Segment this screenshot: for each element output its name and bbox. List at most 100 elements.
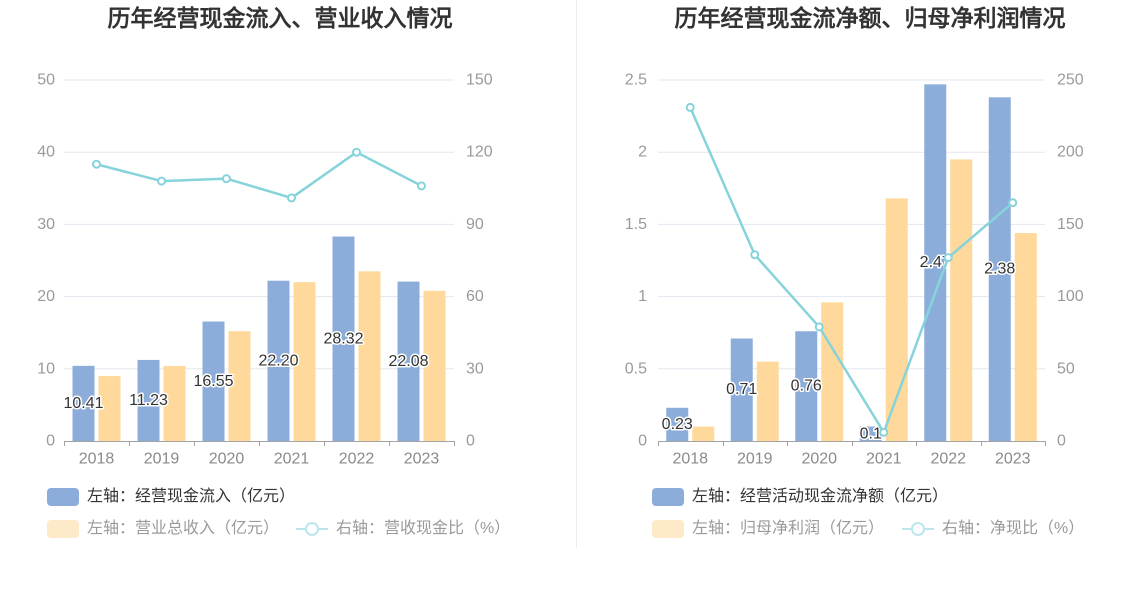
x-axis-category-label: 2019 xyxy=(737,451,773,468)
legend-item-operating-net-cash-flow[interactable]: 左轴：经营活动现金流净额（亿元） xyxy=(652,488,948,506)
operating-net-cash-flow-data-label-2023: 2.38 xyxy=(984,261,1015,278)
legend-swatch-operating-net-cash-flow xyxy=(652,488,684,506)
y-axis-left-tick-label: 50 xyxy=(37,72,55,89)
total-revenue-bar-2023 xyxy=(423,290,446,441)
y-axis-right-tick-label: 0 xyxy=(466,433,475,450)
legend-label-net-profit-attributable: 左轴：归母净利润（亿元） xyxy=(692,520,885,537)
revenue-cash-ratio-point-2018 xyxy=(92,159,101,169)
operating-net-cash-flow-bar-2019 xyxy=(730,338,753,441)
legend-item-net-profit-attributable[interactable]: 左轴：归母净利润（亿元） xyxy=(652,520,884,538)
net-profit-attributable-bar-2019 xyxy=(756,361,779,441)
legend-swatch-total-revenue xyxy=(47,520,79,538)
revenue-cash-ratio-point-2022 xyxy=(352,147,361,157)
y-axis-right-tick-label: 120 xyxy=(466,144,493,161)
x-axis-category-label: 2019 xyxy=(144,451,180,468)
y-axis-right-tick-label: 90 xyxy=(466,216,484,233)
y-axis-left-tick-label: 0.5 xyxy=(625,360,647,377)
total-revenue-bar-2019 xyxy=(163,365,186,441)
y-axis-right-tick-label: 200 xyxy=(1057,144,1084,161)
x-axis-category-label: 2018 xyxy=(79,451,115,468)
legend-line-marker-icon xyxy=(296,522,328,536)
operating-cash-inflow-bar-2020 xyxy=(202,321,225,441)
net-cash-ratio-point-2021 xyxy=(879,427,889,437)
net-profit-attributable-bar-2018 xyxy=(692,426,715,441)
revenue-cash-ratio-point-2019 xyxy=(157,176,166,186)
total-revenue-bar-2020 xyxy=(228,331,251,441)
operating-cash-inflow-bar-2023 xyxy=(397,281,420,441)
operating-net-cash-flow-data-label-2020: 0.76 xyxy=(791,378,822,395)
y-axis-left-tick-label: 20 xyxy=(37,288,55,305)
legend-label-total-revenue: 左轴：营业总收入（亿元） xyxy=(87,520,280,537)
y-axis-right: 0 30 60 90 120 150 xyxy=(466,72,493,450)
net-profit-attributable-bar-2023 xyxy=(1014,233,1037,441)
operating-net-cash-flow-data-label-2021: 0.1 xyxy=(860,425,882,442)
y-axis-right-tick-label: 250 xyxy=(1057,72,1084,89)
y-axis-left-tick-label: 1 xyxy=(638,288,647,305)
y-axis-right-tick-label: 30 xyxy=(466,360,484,377)
legend-swatch-operating-cash-inflow xyxy=(47,488,79,506)
gridlines xyxy=(64,79,454,370)
x-axis-category-label: 2021 xyxy=(274,451,310,468)
x-axis: 2018 2019 2020 2021 2022 2023 xyxy=(64,441,455,468)
legend-item-revenue-cash-ratio[interactable]: 右轴：营收现金比（%） xyxy=(296,520,510,538)
y-axis-right: 0 50 100 150 200 250 xyxy=(1057,72,1084,450)
operating-cash-inflow-bar-2022 xyxy=(332,236,355,441)
y-axis-left-tick-label: 0 xyxy=(46,433,55,450)
x-axis-category-label: 2020 xyxy=(209,451,245,468)
y-axis-right-tick-label: 150 xyxy=(466,72,493,89)
total-revenue-bar-2022 xyxy=(358,271,381,441)
net-profit-attributable-bar-2020 xyxy=(821,302,844,441)
legend-label-revenue-cash-ratio: 右轴：营收现金比（%） xyxy=(336,520,511,537)
revenue-cash-ratio-line xyxy=(96,150,423,200)
x-axis-category-label: 2023 xyxy=(995,451,1031,468)
revenue-cash-ratio-point-2021 xyxy=(287,193,296,203)
x-axis-category-label: 2018 xyxy=(672,451,708,468)
operating-net-cash-flow-bar-2020 xyxy=(795,331,818,441)
gridlines xyxy=(658,79,1045,370)
y-axis-right-tick-label: 100 xyxy=(1057,288,1084,305)
chart-panel-cash-inflow-revenue: 历年经营现金流入、营业收入情况 0 10 20 30 40 50 0 30 60 90 120 150… xyxy=(37,5,510,538)
y-axis-left-tick-label: 1.5 xyxy=(625,216,647,233)
bar-series xyxy=(72,236,446,441)
operating-net-cash-flow-bar-2023 xyxy=(988,97,1011,441)
x-axis-category-label: 2022 xyxy=(930,451,966,468)
y-axis-left: 0 10 20 30 40 50 xyxy=(37,72,55,450)
net-cash-ratio-point-2022 xyxy=(943,253,953,263)
y-axis-left-tick-label: 40 xyxy=(37,144,55,161)
line-series xyxy=(92,147,426,203)
chart-panel-net-cash-flow-profit: 历年经营现金流净额、归母净利润情况 0 0.5 1 1.5 2 2.5 0 50 100 150 2… xyxy=(577,0,1148,589)
y-axis-right-tick-label: 50 xyxy=(1057,360,1075,377)
legend-item-net-cash-ratio[interactable]: 右轴：净现比（%） xyxy=(902,520,1084,538)
operating-cash-inflow-data-label-2023: 22.08 xyxy=(388,353,428,370)
y-axis-right-tick-label: 0 xyxy=(1057,433,1066,450)
revenue-cash-ratio-point-2020 xyxy=(222,174,231,184)
x-axis-category-label: 2021 xyxy=(866,451,902,468)
y-axis-left-tick-label: 30 xyxy=(37,216,55,233)
operating-cash-inflow-data-label-2021: 22.20 xyxy=(258,352,298,369)
y-axis-left: 0 0.5 1 1.5 2 2.5 xyxy=(625,72,647,450)
chart-title: 历年经营现金流净额、归母净利润情况 xyxy=(674,5,1066,31)
y-axis-left-tick-label: 2.5 xyxy=(625,72,647,89)
operating-net-cash-flow-data-label-2018: 0.23 xyxy=(662,416,693,433)
operating-cash-inflow-data-label-2019: 11.23 xyxy=(129,392,168,409)
operating-cash-inflow-data-label-2018: 10.41 xyxy=(63,395,103,412)
x-axis-category-label: 2020 xyxy=(801,451,837,468)
y-axis-left-tick-label: 10 xyxy=(37,360,55,377)
operating-net-cash-flow-bar-2021 xyxy=(859,426,882,441)
legend-label-net-cash-ratio: 右轴：净现比（%） xyxy=(942,520,1085,537)
operating-cash-inflow-data-label-2022: 28.32 xyxy=(323,330,363,347)
operating-net-cash-flow-data-label-2019: 0.71 xyxy=(726,381,757,398)
y-axis-right-tick-label: 150 xyxy=(1057,216,1084,233)
revenue-cash-ratio-point-2023 xyxy=(417,181,426,191)
net-cash-ratio-line xyxy=(689,106,1014,434)
operating-net-cash-flow-bar-2022 xyxy=(924,84,947,441)
y-axis-left-tick-label: 0 xyxy=(638,433,647,450)
legend-item-total-revenue[interactable]: 左轴：营业总收入（亿元） xyxy=(47,520,279,538)
legend-swatch-net-profit-attributable xyxy=(652,520,684,538)
bar-series xyxy=(666,84,1037,442)
legend-item-operating-cash-inflow[interactable]: 左轴：经营现金流入（亿元） xyxy=(47,488,295,506)
legend-label-operating-net-cash-flow: 左轴：经营活动现金流净额（亿元） xyxy=(692,488,949,505)
total-revenue-bar-2018 xyxy=(98,376,121,441)
